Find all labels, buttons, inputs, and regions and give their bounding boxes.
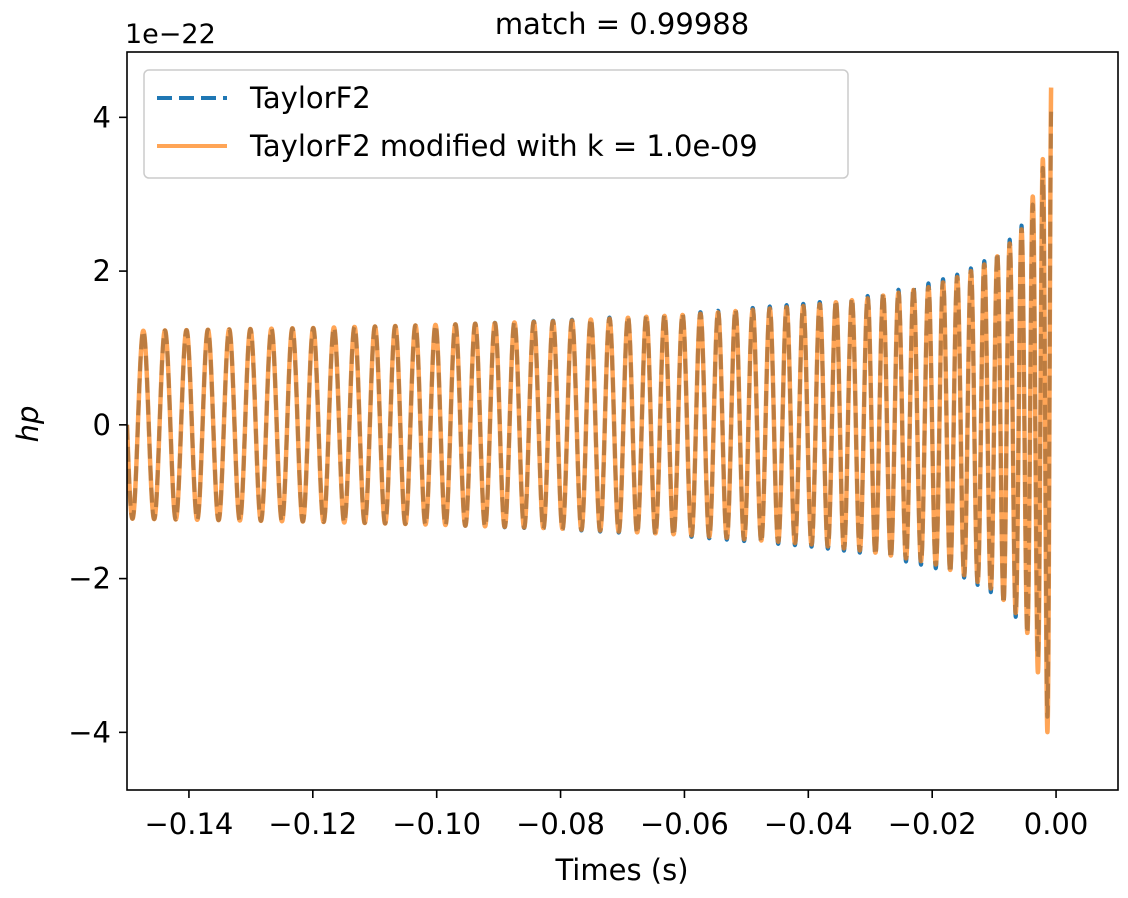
x-tick-label: −0.06 [640,807,729,841]
x-tick-label: −0.10 [392,807,481,841]
legend-label-taylorf2: TaylorF2 [249,81,371,115]
y-tick-label: 2 [93,254,111,288]
x-axis: −0.14 −0.12 −0.10 −0.08 −0.06 −0.04 −0.02 0.00 [145,790,1089,841]
legend-box [143,69,849,179]
y-tick-label: −2 [68,562,111,596]
y-tick-label: 0 [93,408,111,442]
x-tick-label: 0.00 [1024,807,1089,841]
x-tick-label: −0.04 [764,807,853,841]
x-tick-label: −0.12 [268,807,357,841]
plot-series [127,87,1054,735]
legend-label-taylorf2-modified: TaylorF2 modified with k = 1.0e-09 [249,129,758,163]
y-tick-label: −4 [68,715,111,749]
y-axis-label: hp [11,406,45,443]
series-taylorf2-modified-line [127,87,1054,735]
chart-title: match = 0.99988 [495,7,749,41]
x-tick-label: −0.14 [145,807,234,841]
plot-frame [126,51,1119,791]
y-offset-label: 1e−22 [125,19,216,50]
x-tick-label: −0.02 [888,807,977,841]
legend: TaylorF2 TaylorF2 modified with k = 1.0e… [143,69,849,179]
x-tick-label: −0.08 [516,807,605,841]
y-axis: −4 −2 0 2 4 [68,100,127,749]
x-axis-label: Times (s) [554,853,688,887]
y-tick-label: 4 [93,100,111,134]
